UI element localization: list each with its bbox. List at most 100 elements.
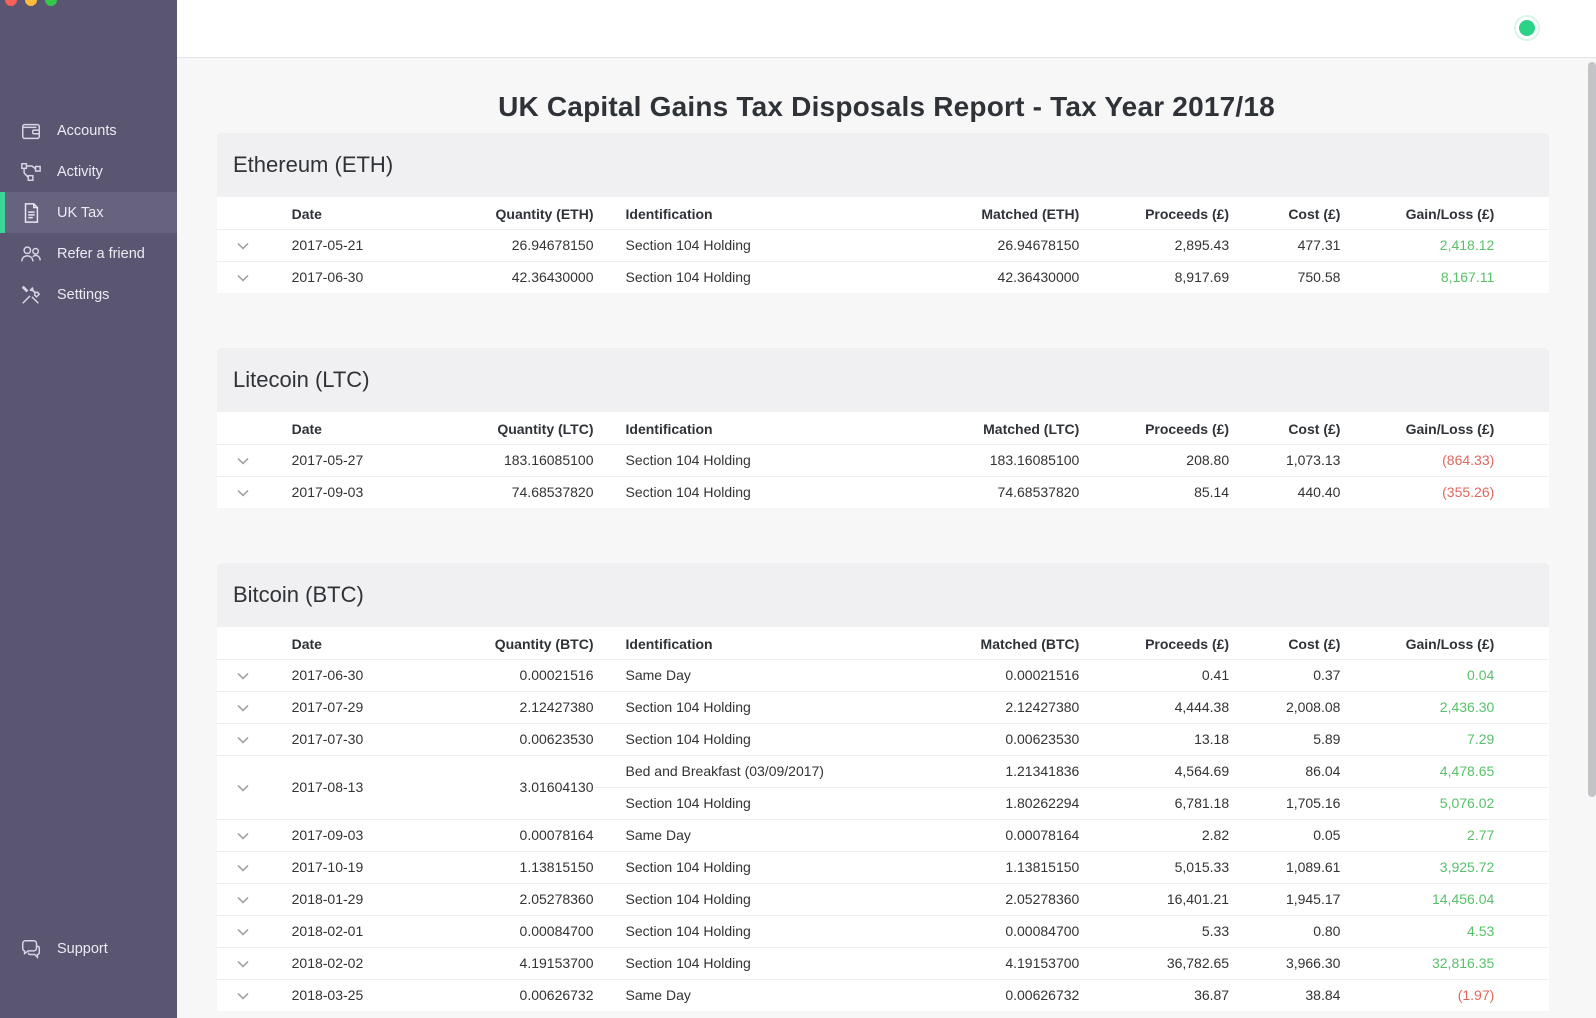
proceeds-column-header: Proceeds (£) xyxy=(1145,205,1230,222)
sidebar-item-accounts[interactable]: Accounts xyxy=(0,110,177,151)
expand-row-button[interactable] xyxy=(217,658,270,691)
sidebar-item-label: Support xyxy=(57,940,108,957)
section-title: Ethereum (ETH) xyxy=(217,133,1549,197)
disposal-quantity: 74.68537820 xyxy=(472,475,594,508)
table-row: 2017-06-30 0.00021516 Same Day 0.00021516 0.… xyxy=(217,658,1549,691)
matched-quantity: 4.19153700 xyxy=(937,946,1080,979)
sidebar-item-uk-tax[interactable]: UK Tax xyxy=(0,192,177,233)
expand-row-button[interactable] xyxy=(217,978,270,1011)
gain-loss-value: 8,167.11 xyxy=(1340,260,1495,293)
proceeds-value: 85.14 xyxy=(1079,475,1230,508)
proceeds-column-header: Proceeds (£) xyxy=(1145,635,1230,652)
expand-column-header xyxy=(217,627,270,659)
chevron-down-icon xyxy=(237,736,249,744)
minimize-window-button[interactable] xyxy=(25,0,37,6)
cost-value: 5.89 xyxy=(1229,722,1341,755)
report-content: UK Capital Gains Tax Disposals Report - … xyxy=(177,58,1596,1018)
expand-row-button[interactable] xyxy=(217,882,270,915)
identification-rule: Section 104 Holding xyxy=(593,475,938,508)
cost-value: 0.05 xyxy=(1229,818,1341,851)
identification-rule: Section 104 Holding xyxy=(593,722,938,755)
spacer xyxy=(1494,197,1549,229)
matched-quantity: 0.00078164 xyxy=(937,818,1080,851)
expand-row-button[interactable] xyxy=(217,475,270,508)
expand-row-button[interactable] xyxy=(217,818,270,851)
gain-loss-value: 4.53 xyxy=(1340,914,1495,947)
cost-value: 1,945.17 xyxy=(1229,882,1341,915)
cost-value: 0.80 xyxy=(1229,914,1341,947)
disposal-quantity: 0.00084700 xyxy=(472,914,594,947)
sidebar-item-refer-a-friend[interactable]: Refer a friend xyxy=(0,233,177,274)
proceeds-value: 13.18 xyxy=(1079,722,1230,755)
gain-loss-value: (1.97) xyxy=(1340,978,1495,1011)
disposal-date: 2017-09-03 xyxy=(269,818,473,851)
top-bar xyxy=(177,0,1596,58)
proceeds-value: 208.80 xyxy=(1079,443,1230,476)
close-window-button[interactable] xyxy=(5,0,17,6)
identification-rule: Section 104 Holding xyxy=(593,690,938,723)
sidebar-item-support[interactable]: Support xyxy=(0,928,177,969)
asset-section: Ethereum (ETH) Date Quantity (ETH) Identifi… xyxy=(217,133,1549,293)
expand-row-button[interactable] xyxy=(217,946,270,979)
table-row: 2017-07-29 2.12427380 Section 104 Holding 2… xyxy=(217,690,1549,723)
disposal-date: 2018-02-02 xyxy=(269,946,473,979)
gain-loss-value: 5,076.02 xyxy=(1340,786,1495,819)
disposal-date: 2018-01-29 xyxy=(269,882,473,915)
expand-row-button[interactable] xyxy=(217,690,270,723)
spacer xyxy=(1494,260,1549,293)
table-row: 2017-09-03 0.00078164 Same Day 0.00078164 2.… xyxy=(217,818,1549,851)
wallet-icon xyxy=(22,123,40,139)
disposal-date: 2017-09-03 xyxy=(269,475,473,508)
matched-quantity: 26.94678150 xyxy=(937,228,1080,261)
section-title: Bitcoin (BTC) xyxy=(217,563,1549,627)
sidebar-item-label: Activity xyxy=(57,163,103,180)
sidebar-item-settings[interactable]: Settings xyxy=(0,274,177,315)
asset-section: Litecoin (LTC) Date Quantity (LTC) Identifi… xyxy=(217,348,1549,508)
expand-row-button[interactable] xyxy=(217,443,270,476)
spacer xyxy=(1494,978,1549,1011)
identification-rule: Section 104 Holding xyxy=(593,882,938,915)
gain-loss-value: 3,925.72 xyxy=(1340,850,1495,883)
sidebar-item-label: UK Tax xyxy=(57,204,104,221)
gain-loss-value: 2.77 xyxy=(1340,818,1495,851)
expand-row-button[interactable] xyxy=(217,754,270,819)
disposal-quantity: 2.05278360 xyxy=(472,882,594,915)
connection-status-icon[interactable] xyxy=(1514,15,1540,41)
proceeds-value: 0.41 xyxy=(1079,658,1230,691)
table-row: 2017-05-27 183.16085100 Section 104 Holdin… xyxy=(217,443,1549,476)
spacer xyxy=(1494,946,1549,979)
table-row: 2017-06-30 42.36430000 Section 104 Holding… xyxy=(217,260,1549,293)
disposal-date: 2017-07-30 xyxy=(269,722,473,755)
chevron-down-icon xyxy=(237,242,249,250)
date-column-header: Date xyxy=(291,205,322,222)
proceeds-value: 2,895.43 xyxy=(1079,228,1230,261)
gain-loss-column-header: Gain/Loss (£) xyxy=(1405,205,1495,222)
spacer xyxy=(1494,818,1549,851)
identification-rule: Section 104 Holding xyxy=(593,228,938,261)
matched-quantity: 0.00021516 xyxy=(937,658,1080,691)
identification-rule: Section 104 Holding xyxy=(593,850,938,883)
expand-row-button[interactable] xyxy=(217,914,270,947)
expand-column-header xyxy=(217,412,270,444)
proceeds-value: 36.87 xyxy=(1079,978,1230,1011)
matched-quantity: 1.13815150 xyxy=(937,850,1080,883)
support-section: Support xyxy=(0,928,177,969)
scrollbar[interactable] xyxy=(1588,62,1596,797)
sidebar-item-activity[interactable]: Activity xyxy=(0,151,177,192)
spacer xyxy=(1494,412,1549,444)
table-row: 2018-02-01 0.00084700 Section 104 Holding 0… xyxy=(217,914,1549,947)
proceeds-value: 2.82 xyxy=(1079,818,1230,851)
cost-value: 440.40 xyxy=(1229,475,1341,508)
spacer xyxy=(1494,443,1549,476)
expand-row-button[interactable] xyxy=(217,228,270,261)
disposal-quantity: 0.00021516 xyxy=(472,658,594,691)
expand-row-button[interactable] xyxy=(217,722,270,755)
expand-row-button[interactable] xyxy=(217,260,270,293)
identification-rule: Same Day xyxy=(593,818,938,851)
disposal-date: 2017-06-30 xyxy=(269,658,473,691)
gain-loss-value: 14,456.04 xyxy=(1340,882,1495,915)
maximize-window-button[interactable] xyxy=(45,0,57,6)
expand-row-button[interactable] xyxy=(217,850,270,883)
disposal-date: 2017-10-19 xyxy=(269,850,473,883)
table-row: 2018-01-29 2.05278360 Section 104 Holding 2… xyxy=(217,882,1549,915)
